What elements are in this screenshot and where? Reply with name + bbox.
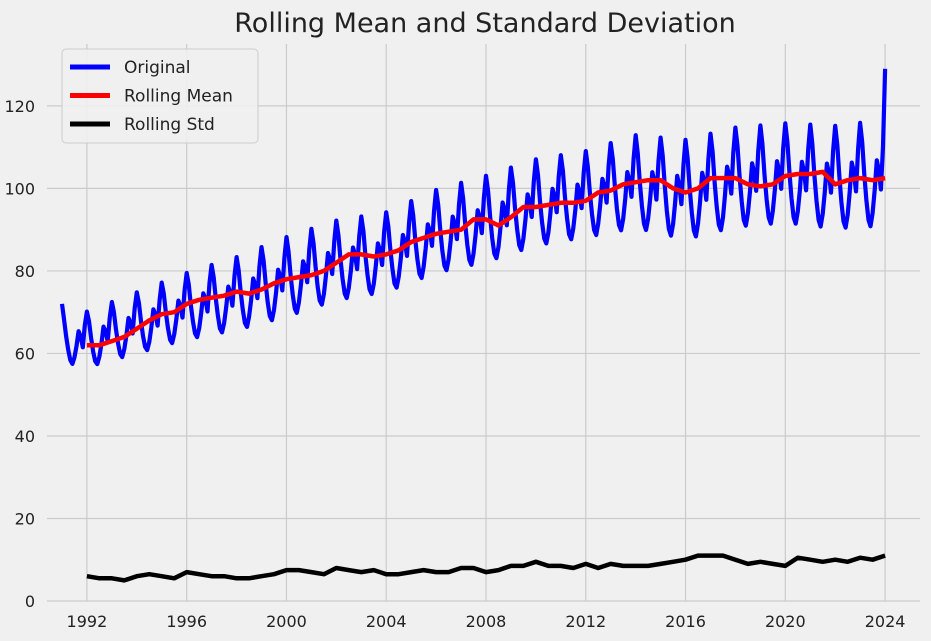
series-rolling-std-line [86,553,886,583]
x-tick-label: 2004 [366,612,407,631]
x-tick-label: 1996 [166,612,207,631]
y-tick-label: 0 [25,592,35,611]
legend-label: Rolling Std [124,115,215,135]
y-tick-label: 120 [4,97,35,116]
series-group [59,68,888,583]
y-tick-label: 20 [15,509,35,528]
y-axis: 0 20 40 60 80 100 120 [4,97,35,611]
x-tick-label: 2016 [665,612,706,631]
y-tick-label: 80 [15,262,35,281]
legend-label: Original [124,58,191,78]
x-tick-label: 2000 [266,612,307,631]
y-tick-label: 60 [15,344,35,363]
legend: Original Rolling Mean Rolling Std [61,48,259,144]
legend-label: Rolling Mean [124,87,233,107]
series-rolling-mean-line [86,169,886,348]
x-tick-label: 2020 [765,612,806,631]
x-tick-label: 2024 [865,612,906,631]
x-tick-label: 1992 [67,612,108,631]
x-tick-label: 2008 [466,612,507,631]
y-tick-label: 100 [4,179,35,198]
series-original-line [59,68,888,367]
legend-box [61,48,259,144]
x-axis: 1992 1996 2000 2004 2008 2012 2016 2020 2024 [67,612,906,631]
x-tick-label: 2012 [565,612,606,631]
chart-title: Rolling Mean and Standard Deviation [234,8,736,39]
y-tick-label: 40 [15,427,35,446]
